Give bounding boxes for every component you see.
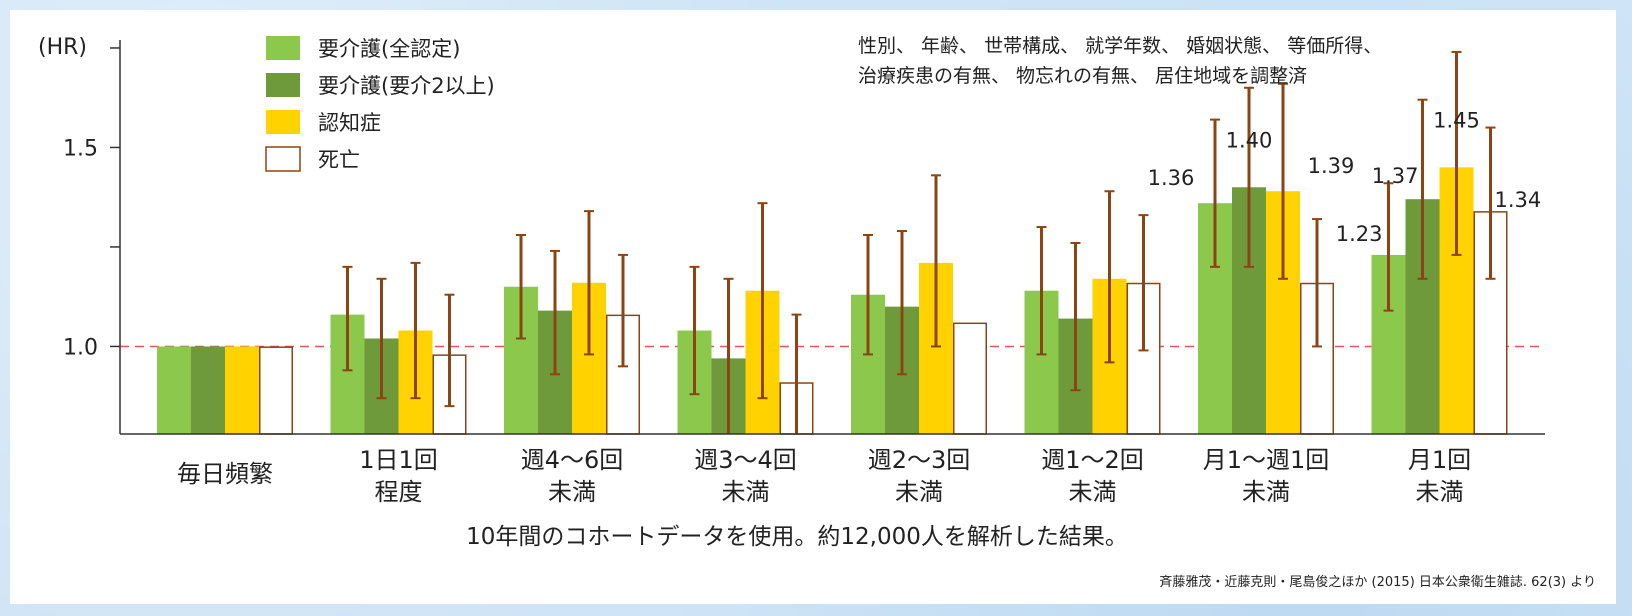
category-label: 週2～3回 bbox=[868, 446, 971, 474]
category-label: 未満 bbox=[548, 478, 596, 506]
data-label: 1.39 bbox=[1308, 154, 1355, 178]
category-label: 未満 bbox=[1069, 478, 1117, 506]
y-axis-layer: 1.0 1.5 bbox=[63, 40, 1545, 435]
legend-label: 要介護(要介2以上) bbox=[318, 74, 495, 98]
data-label: 1.45 bbox=[1433, 108, 1480, 132]
adjustment-note-line-2: 治療疾患の有無、 物忘れの有無、 居住地域を調整済 bbox=[858, 65, 1307, 87]
chart-panel: 1.0 1.5 毎日頻繁 1日1回程度 週4～6回未満 週3～4回未満 週2～3回未満 週1… bbox=[10, 10, 1616, 604]
category-label: 週3～4回 bbox=[694, 446, 797, 474]
legend-label: 死亡 bbox=[318, 148, 360, 172]
category-label: 未満 bbox=[895, 478, 943, 506]
adjustment-note-line-1: 性別、 年齢、 世帯構成、 就学年数、 婚姻状態、 等価所得、 bbox=[858, 35, 1382, 57]
legend-label: 認知症 bbox=[318, 111, 381, 135]
category-label: 月1回 bbox=[1408, 446, 1471, 474]
cohort-footnote: 10年間のコホートデータを使用。約12,000人を解析した結果。 bbox=[466, 524, 1128, 550]
category-label: 程度 bbox=[375, 478, 423, 506]
category-label: 未満 bbox=[1242, 478, 1290, 506]
bar bbox=[953, 322, 987, 435]
legend-swatch bbox=[265, 146, 301, 172]
category-label: 週1～2回 bbox=[1041, 446, 1144, 474]
bar bbox=[191, 346, 225, 434]
bar bbox=[157, 346, 191, 434]
data-label: 1.23 bbox=[1336, 222, 1383, 246]
legend-swatch bbox=[266, 110, 300, 134]
bars-layer bbox=[157, 167, 1508, 435]
legend-swatch bbox=[266, 36, 300, 60]
category-label: 月1～週1回 bbox=[1203, 446, 1330, 474]
source-citation: 斉藤雅茂・近藤克則・尾島俊之ほか (2015) 日本公衆衛生雑誌. 62(3) … bbox=[1159, 574, 1596, 590]
y-tick-label: 1.0 bbox=[63, 335, 98, 360]
legend-label: 要介護(全認定) bbox=[318, 37, 460, 61]
category-label: 週4～6回 bbox=[521, 446, 624, 474]
value-labels-layer: 1.36 1.40 1.39 1.23 1.37 1.45 1.34 bbox=[1148, 108, 1542, 246]
category-label: 1日1回 bbox=[359, 446, 438, 474]
bar bbox=[225, 346, 259, 434]
category-label: 未満 bbox=[1416, 478, 1464, 506]
data-label: 1.34 bbox=[1495, 188, 1542, 212]
error-bars-layer bbox=[342, 50, 1496, 434]
category-label: 未満 bbox=[722, 478, 770, 506]
data-label: 1.37 bbox=[1372, 164, 1419, 188]
y-axis-unit: (HR) bbox=[38, 35, 87, 60]
y-tick-label: 1.5 bbox=[63, 136, 98, 161]
category-label: 毎日頻繁 bbox=[177, 460, 273, 488]
data-label: 1.40 bbox=[1226, 128, 1273, 152]
data-label: 1.36 bbox=[1148, 166, 1195, 190]
legend-swatch bbox=[266, 73, 300, 97]
bar bbox=[259, 346, 293, 435]
